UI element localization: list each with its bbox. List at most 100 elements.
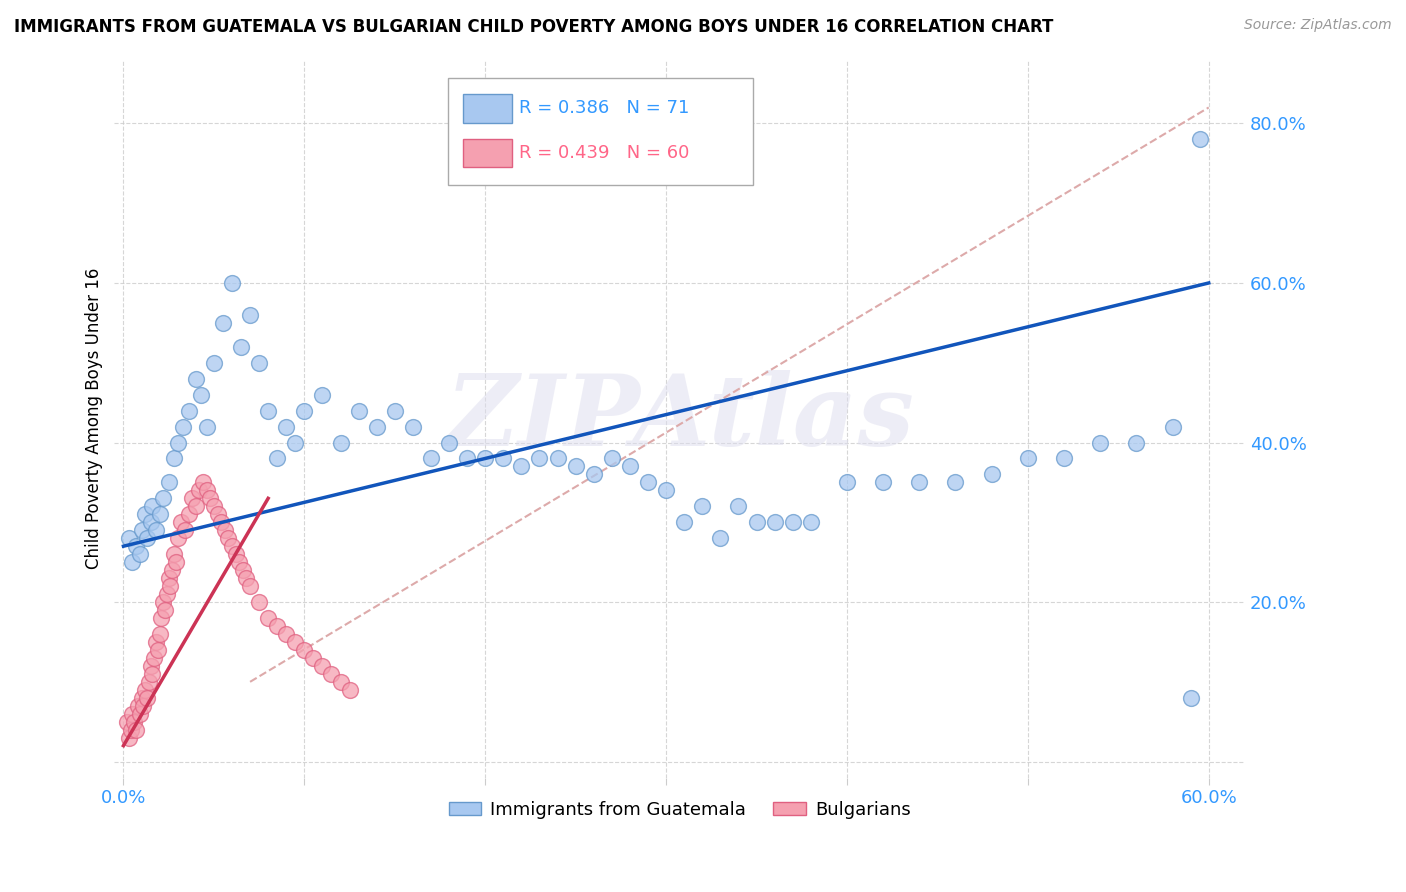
Point — [181, 491, 204, 506]
Point — [945, 475, 967, 490]
Point — [121, 555, 143, 569]
Point — [157, 571, 180, 585]
Point — [311, 387, 333, 401]
Point — [474, 451, 496, 466]
Point — [229, 340, 252, 354]
Text: IMMIGRANTS FROM GUATEMALA VS BULGARIAN CHILD POVERTY AMONG BOYS UNDER 16 CORRELA: IMMIGRANTS FROM GUATEMALA VS BULGARIAN C… — [14, 18, 1053, 36]
FancyBboxPatch shape — [463, 138, 512, 168]
Point — [1017, 451, 1039, 466]
Point — [152, 595, 174, 609]
Point — [125, 539, 148, 553]
Point — [329, 674, 352, 689]
Point — [266, 619, 288, 633]
Point — [132, 698, 155, 713]
Point — [247, 595, 270, 609]
Point — [139, 658, 162, 673]
Point — [284, 435, 307, 450]
Point — [347, 403, 370, 417]
Point — [510, 459, 533, 474]
Point — [232, 563, 254, 577]
Point — [131, 523, 153, 537]
Point — [214, 523, 236, 537]
Point — [709, 531, 731, 545]
Point — [125, 723, 148, 737]
Point — [177, 403, 200, 417]
Point — [209, 516, 232, 530]
Point — [266, 451, 288, 466]
Point — [170, 516, 193, 530]
Point — [120, 723, 142, 737]
Point — [239, 308, 262, 322]
Point — [311, 658, 333, 673]
Point — [384, 403, 406, 417]
Point — [141, 500, 163, 514]
Point — [420, 451, 443, 466]
Point — [174, 523, 197, 537]
Point — [136, 531, 159, 545]
Point — [529, 451, 551, 466]
Point — [456, 451, 478, 466]
Point — [1090, 435, 1112, 450]
Point — [146, 643, 169, 657]
Point — [191, 475, 214, 490]
Point — [118, 731, 141, 745]
Point — [184, 372, 207, 386]
Point — [329, 435, 352, 450]
Point — [321, 666, 343, 681]
Point — [195, 419, 218, 434]
Point — [1053, 451, 1076, 466]
Point — [150, 611, 173, 625]
Point — [156, 587, 179, 601]
Point — [190, 387, 212, 401]
Point — [207, 508, 229, 522]
Point — [157, 475, 180, 490]
Point — [163, 451, 186, 466]
Point — [165, 555, 187, 569]
Point — [188, 483, 211, 498]
Legend: Immigrants from Guatemala, Bulgarians: Immigrants from Guatemala, Bulgarians — [441, 794, 918, 826]
Point — [149, 508, 172, 522]
Point — [115, 714, 138, 729]
Point — [1180, 690, 1202, 705]
Point — [437, 435, 460, 450]
Point — [121, 706, 143, 721]
Point — [673, 516, 696, 530]
Point — [163, 547, 186, 561]
Point — [139, 516, 162, 530]
Point — [152, 491, 174, 506]
Point — [637, 475, 659, 490]
Point — [619, 459, 641, 474]
Point — [745, 516, 768, 530]
Point — [134, 508, 156, 522]
Point — [131, 690, 153, 705]
Text: Source: ZipAtlas.com: Source: ZipAtlas.com — [1244, 18, 1392, 32]
Point — [118, 531, 141, 545]
Point — [166, 531, 188, 545]
Point — [221, 276, 243, 290]
Point — [159, 579, 181, 593]
Y-axis label: Child Poverty Among Boys Under 16: Child Poverty Among Boys Under 16 — [86, 268, 103, 569]
Point — [835, 475, 858, 490]
Point — [302, 651, 325, 665]
Point — [492, 451, 515, 466]
Point — [257, 611, 280, 625]
Point — [166, 435, 188, 450]
Point — [292, 403, 315, 417]
Point — [276, 627, 298, 641]
Point — [195, 483, 218, 498]
Point — [235, 571, 257, 585]
Point — [145, 523, 167, 537]
Point — [782, 516, 804, 530]
Text: R = 0.439   N = 60: R = 0.439 N = 60 — [519, 144, 689, 162]
Point — [145, 635, 167, 649]
Point — [402, 419, 425, 434]
Point — [149, 627, 172, 641]
Point — [257, 403, 280, 417]
Point — [582, 467, 605, 482]
Point — [217, 531, 239, 545]
Point — [727, 500, 749, 514]
Point — [228, 555, 250, 569]
Point — [202, 356, 225, 370]
Point — [153, 603, 176, 617]
Point — [136, 690, 159, 705]
